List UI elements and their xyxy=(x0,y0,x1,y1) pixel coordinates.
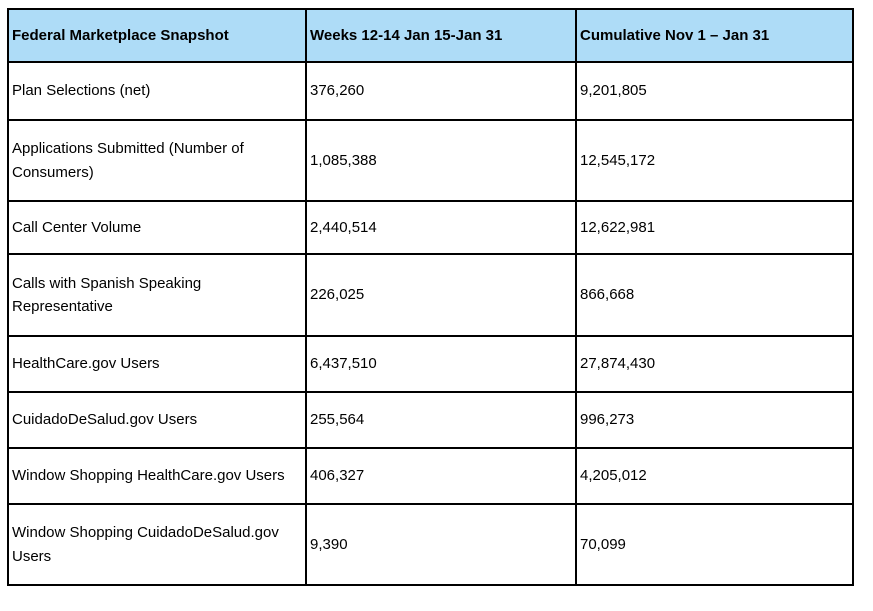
cell-weekly: 376,260 xyxy=(305,61,577,121)
cell-cumulative: 27,874,430 xyxy=(575,335,854,393)
cell-weekly: 6,437,510 xyxy=(305,335,577,393)
cell-metric: Window Shopping CuidadoDeSalud.gov Users xyxy=(7,503,307,586)
cell-metric: Call Center Volume xyxy=(7,200,307,255)
header-row: Federal Marketplace Snapshot Weeks 12-14… xyxy=(7,8,854,63)
cell-metric: Applications Submitted (Number of Consum… xyxy=(7,119,307,202)
cell-metric: Plan Selections (net) xyxy=(7,61,307,121)
cell-cumulative: 12,622,981 xyxy=(575,200,854,255)
table-row: Calls with Spanish Speaking Representati… xyxy=(7,253,854,337)
column-header-metric: Federal Marketplace Snapshot xyxy=(7,8,307,63)
cell-cumulative: 9,201,805 xyxy=(575,61,854,121)
cell-metric: Calls with Spanish Speaking Representati… xyxy=(7,253,307,337)
table-row: Applications Submitted (Number of Consum… xyxy=(7,119,854,202)
cell-weekly: 2,440,514 xyxy=(305,200,577,255)
cell-cumulative: 996,273 xyxy=(575,391,854,449)
table-row: HealthCare.gov Users 6,437,510 27,874,430 xyxy=(7,335,854,393)
cell-metric: HealthCare.gov Users xyxy=(7,335,307,393)
table-row: Window Shopping HealthCare.gov Users 406,… xyxy=(7,447,854,505)
cell-weekly: 9,390 xyxy=(305,503,577,586)
table-row: CuidadoDeSalud.gov Users 255,564 996,273 xyxy=(7,391,854,449)
cell-cumulative: 4,205,012 xyxy=(575,447,854,505)
cell-weekly: 406,327 xyxy=(305,447,577,505)
document-page: Federal Marketplace Snapshot Weeks 12-14… xyxy=(7,8,854,586)
column-header-cumulative: Cumulative Nov 1 – Jan 31 xyxy=(575,8,854,63)
cell-cumulative: 866,668 xyxy=(575,253,854,337)
cell-weekly: 226,025 xyxy=(305,253,577,337)
cell-metric: CuidadoDeSalud.gov Users xyxy=(7,391,307,449)
cell-cumulative: 70,099 xyxy=(575,503,854,586)
column-header-weekly: Weeks 12-14 Jan 15-Jan 31 xyxy=(305,8,577,63)
table-row: Window Shopping CuidadoDeSalud.gov Users… xyxy=(7,503,854,586)
table-row: Call Center Volume 2,440,514 12,622,981 xyxy=(7,200,854,255)
cell-cumulative: 12,545,172 xyxy=(575,119,854,202)
cell-weekly: 1,085,388 xyxy=(305,119,577,202)
federal-marketplace-table: Federal Marketplace Snapshot Weeks 12-14… xyxy=(7,8,854,586)
cell-weekly: 255,564 xyxy=(305,391,577,449)
cell-metric: Window Shopping HealthCare.gov Users xyxy=(7,447,307,505)
table-row: Plan Selections (net) 376,260 9,201,805 xyxy=(7,61,854,121)
